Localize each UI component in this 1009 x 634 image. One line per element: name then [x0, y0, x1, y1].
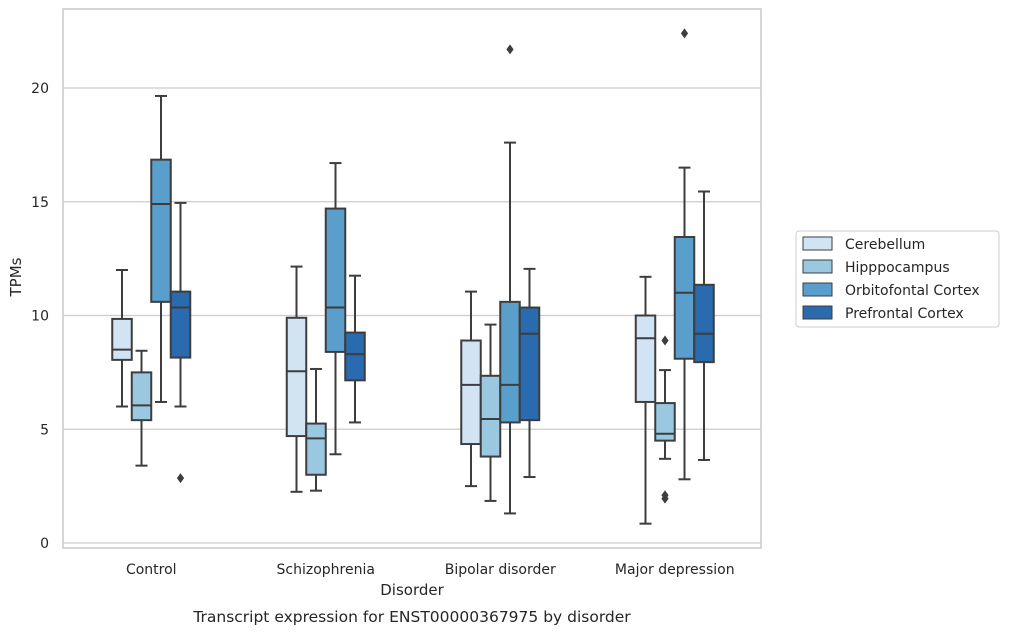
legend-swatch	[802, 236, 833, 251]
series-prefrontal-cortex	[169, 190, 715, 484]
box-prefrontal-cortex-schizophrenia	[344, 274, 366, 424]
x-axis-tick-labels: Control Schizophrenia Bipolar disorder Majo…	[126, 562, 735, 578]
outlier-point	[661, 493, 669, 504]
x-tick-label-bipolar-disorder: Bipolar disorder	[445, 562, 556, 578]
box-iqr	[111, 317, 133, 361]
chart-caption: Transcript expression for ENST0000036797…	[192, 608, 631, 626]
legend-item-hipppocampus: Hipppocampus	[802, 259, 950, 276]
box-iqr	[518, 306, 541, 422]
box-iqr	[344, 331, 366, 382]
x-axis-label: Disorder	[380, 581, 444, 599]
box-cerebellum-bipolar-disorder	[460, 290, 482, 488]
box-orbitofontal-cortex-control	[150, 94, 172, 403]
grid-lines	[63, 87, 761, 544]
y-axis-label: TPMs	[7, 257, 25, 297]
box-hipppocampus-major-depression	[654, 335, 676, 504]
legend-swatch	[802, 282, 833, 297]
box-plot-series	[111, 28, 715, 525]
legend-label: Orbitofontal Cortex	[845, 283, 980, 299]
outlier-point	[661, 335, 669, 346]
box-prefrontal-cortex-major-depression	[693, 190, 715, 461]
legend-swatch	[802, 305, 833, 320]
y-axis-tick-labels: 0 5 10 15 20	[31, 81, 49, 552]
legend-swatch	[802, 259, 833, 274]
box-iqr	[324, 207, 347, 353]
box-iqr	[285, 316, 308, 438]
box-iqr	[654, 402, 676, 442]
y-tick-label-5: 5	[40, 422, 49, 438]
box-hipppocampus-schizophrenia	[305, 367, 327, 492]
box-iqr	[479, 374, 502, 458]
box-cerebellum-control	[111, 269, 133, 408]
legend-label: Prefrontal Cortex	[845, 306, 964, 322]
box-iqr	[150, 158, 172, 303]
box-iqr	[673, 236, 696, 360]
outlier-point	[680, 28, 689, 39]
legend-item-prefrontal-cortex: Prefrontal Cortex	[802, 305, 964, 322]
box-hipppocampus-control	[130, 349, 153, 467]
box-cerebellum-schizophrenia	[285, 265, 308, 493]
legend-frame	[795, 230, 1000, 328]
box-orbitofontal-cortex-schizophrenia	[324, 162, 347, 456]
series-hipppocampus	[130, 323, 676, 504]
series-orbitofontal-cortex	[150, 28, 696, 515]
box-orbitofontal-cortex-bipolar-disorder	[499, 44, 521, 515]
outlier-point	[176, 473, 185, 484]
x-tick-label-major-depression: Major depression	[615, 562, 735, 578]
box-cerebellum-major-depression	[634, 275, 657, 525]
plot-area-frame	[62, 8, 762, 549]
legend: Cerebellum Hipppocampus Orbitofontal Corte…	[795, 230, 1000, 328]
box-iqr	[460, 339, 482, 446]
box-iqr	[130, 371, 153, 422]
box-iqr	[305, 422, 327, 476]
legend-label: Cerebellum	[845, 237, 925, 253]
series-cerebellum	[111, 265, 657, 525]
box-iqr	[169, 290, 192, 359]
box-iqr	[499, 300, 521, 424]
box-hipppocampus-bipolar-disorder	[479, 323, 502, 502]
legend-item-orbitofontal-cortex: Orbitofontal Cortex	[802, 282, 980, 299]
y-tick-label-15: 15	[31, 195, 49, 211]
y-tick-label-20: 20	[31, 81, 49, 97]
legend-label: Hipppocampus	[845, 260, 950, 276]
box-prefrontal-cortex-bipolar-disorder	[518, 267, 541, 479]
box-prefrontal-cortex-control	[169, 201, 192, 484]
legend-item-cerebellum: Cerebellum	[802, 236, 925, 253]
x-tick-label-schizophrenia: Schizophrenia	[277, 562, 375, 578]
y-tick-label-0: 0	[40, 536, 49, 552]
y-tick-label-10: 10	[31, 309, 49, 325]
box-iqr	[634, 314, 657, 403]
box-iqr	[693, 283, 715, 364]
outlier-point	[506, 44, 514, 55]
box-orbitofontal-cortex-major-depression	[673, 28, 696, 481]
x-tick-label-control: Control	[126, 562, 177, 578]
